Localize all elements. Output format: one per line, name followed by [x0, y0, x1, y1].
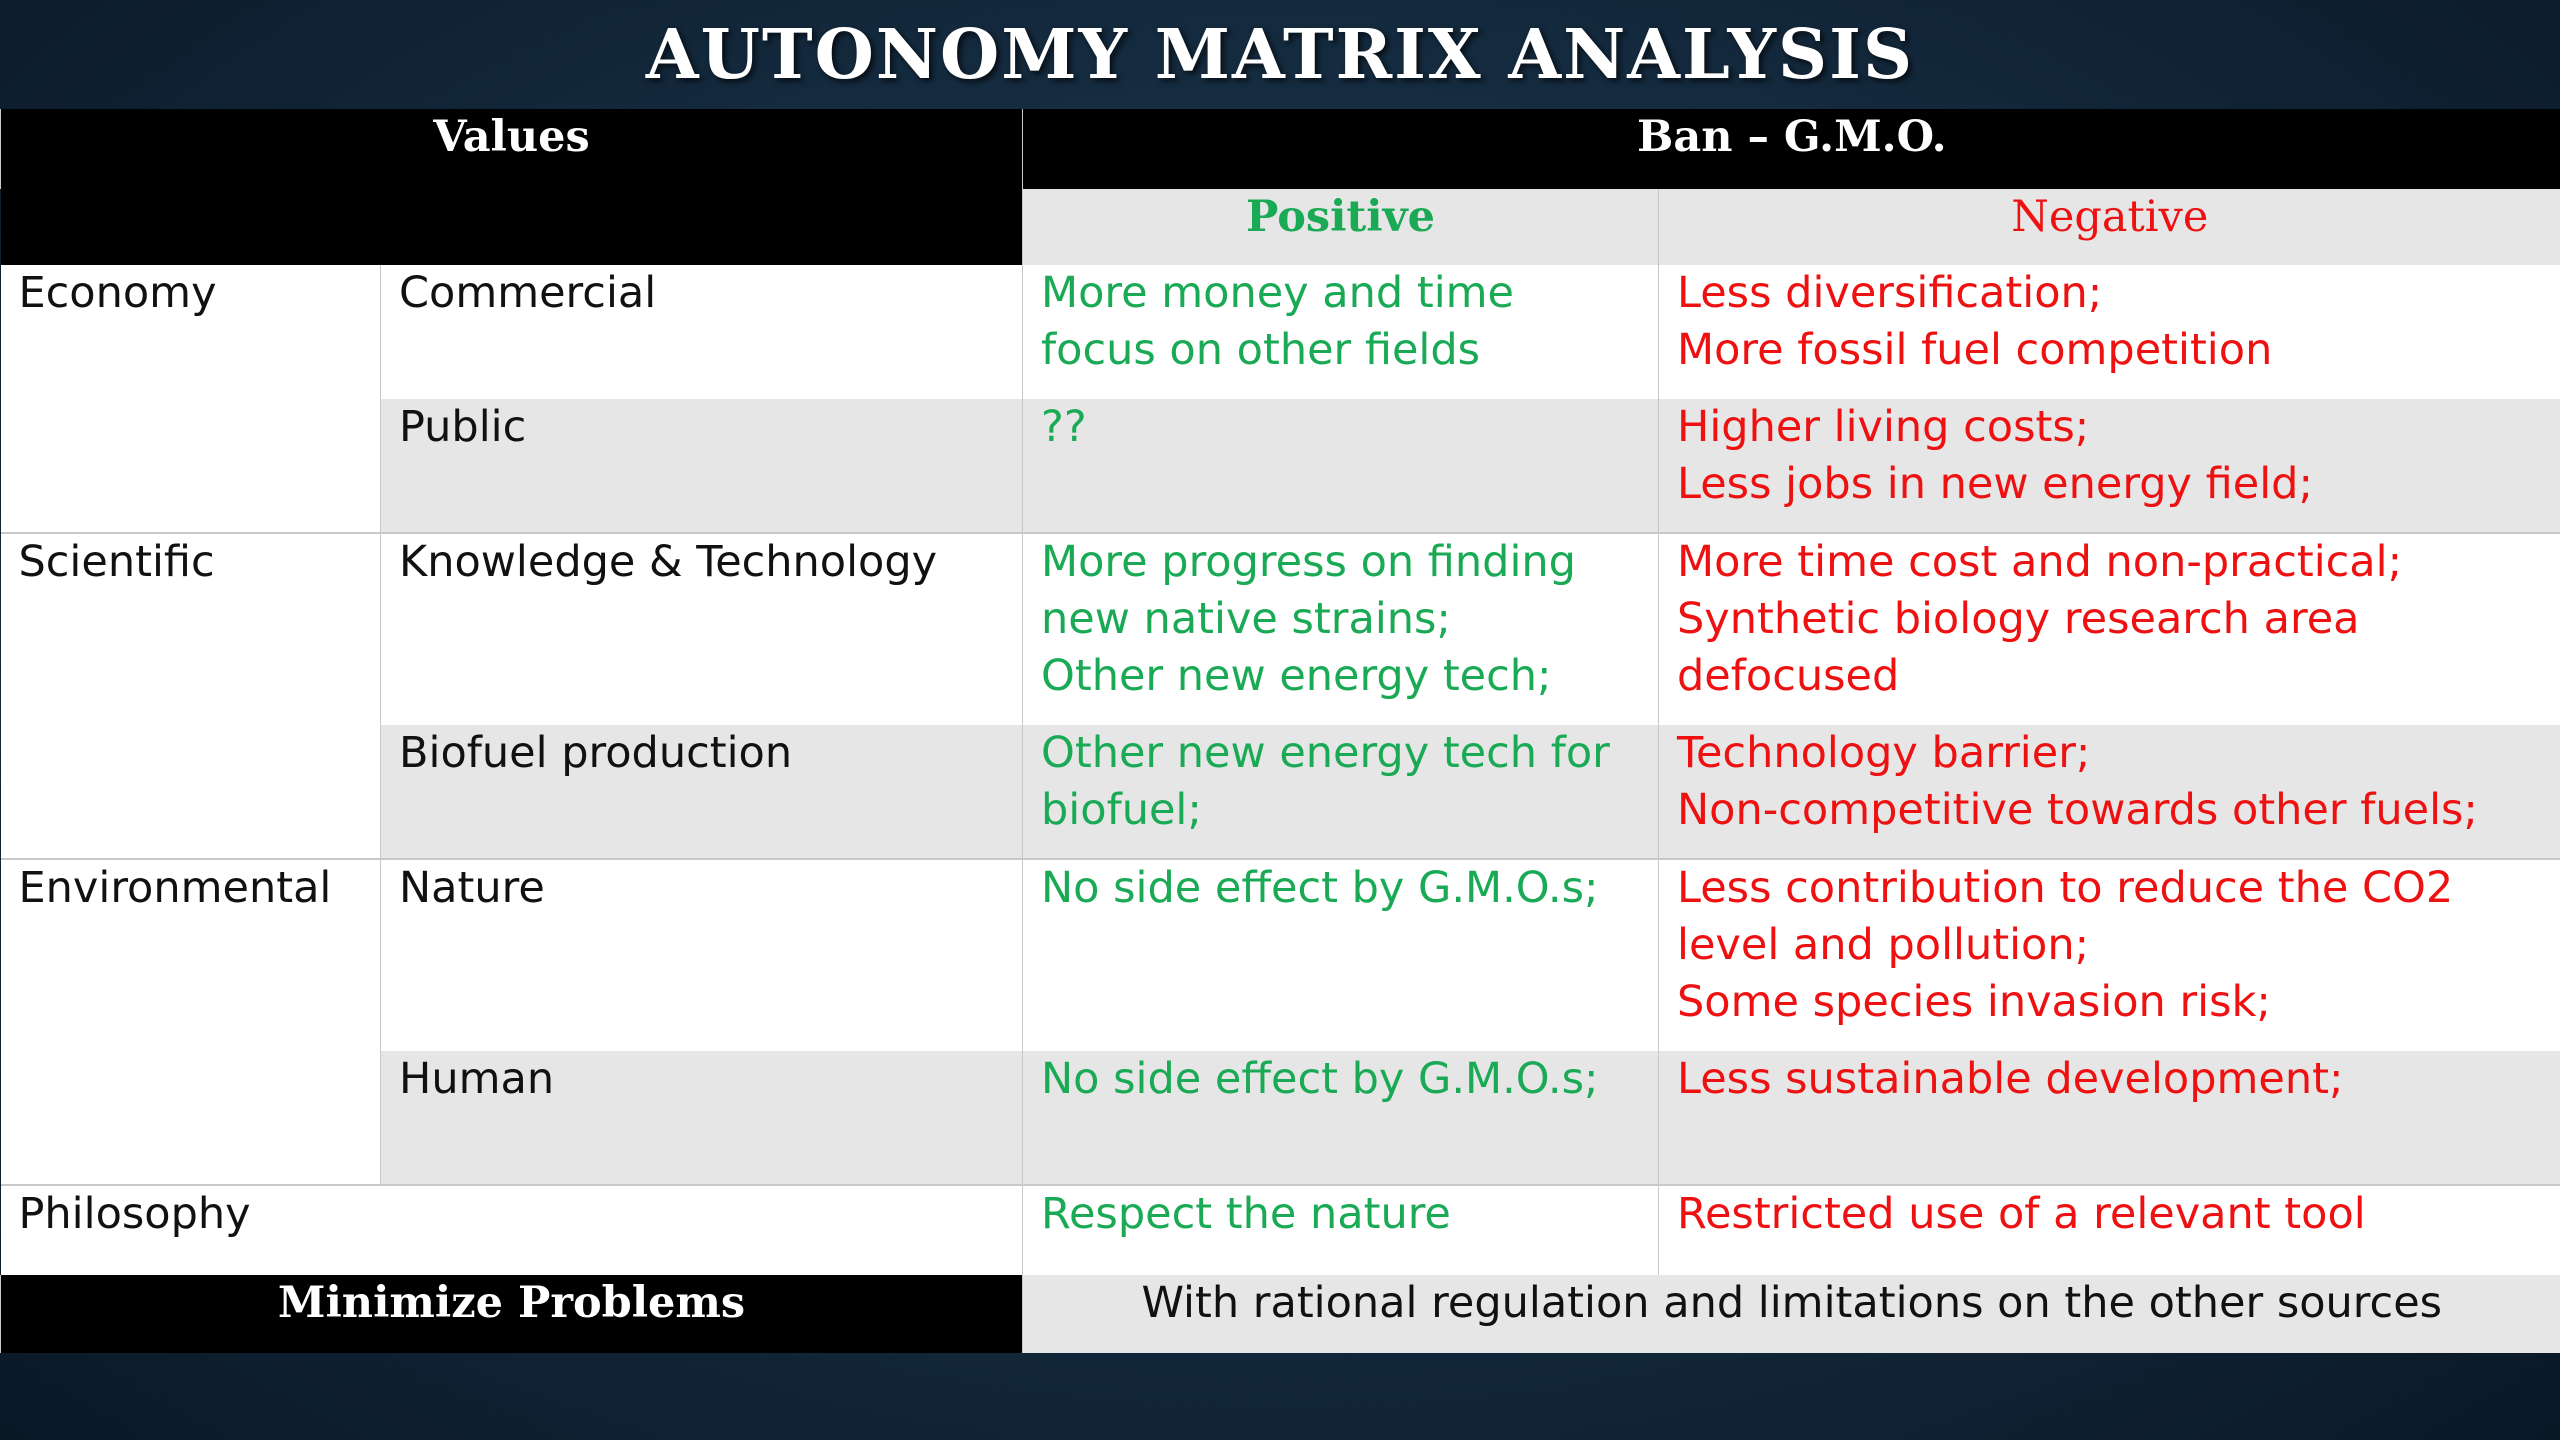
table-row: Economy Commercial More money and time fo… [0, 265, 2560, 533]
positive-cell: No side effect by G.M.O.s; [1022, 1051, 1659, 1185]
category-scientific: Scientific [0, 532, 381, 859]
positive-cell: Other new energy tech for biofuel; [1022, 725, 1659, 859]
slide-title: AUTONOMY MATRIX ANALYSIS [645, 15, 1915, 95]
negative-cell: Less contribution to reduce the CO2 level… [1658, 858, 2560, 1051]
minimize-problems-label: Minimize Problems [0, 1275, 1023, 1353]
table-row: Philosophy Respect the nature Restricted… [0, 1184, 2560, 1275]
table-row: Human No side effect by G.M.O.s; Less su… [1, 1051, 2560, 1185]
regulation-note: With rational regulation and limitations… [1022, 1275, 2560, 1353]
category-economy: Economy [0, 265, 381, 533]
negative-cell: Less diversification; More fossil fuel co… [1658, 265, 2560, 399]
negative-header: Negative [1658, 189, 2560, 265]
positive-header: Positive [1022, 189, 1659, 265]
positive-cell: ?? [1022, 399, 1659, 533]
subcategory-label: Knowledge & Technology [379, 532, 1023, 725]
table-row: Scientific Knowledge & Technology More p… [0, 532, 2560, 859]
positive-cell: Respect the nature [1022, 1184, 1659, 1275]
autonomy-matrix-table: Values Ban – G.M.O. Positive Negative Ec… [0, 109, 2560, 1353]
category-environmental: Environmental [0, 858, 381, 1185]
header-blank [0, 189, 1023, 265]
negative-cell: Technology barrier; Non-competitive towar… [1658, 725, 2560, 859]
negative-cell: Higher living costs; Less jobs in new ene… [1658, 399, 2560, 533]
positive-cell: More money and time focus on other fields [1022, 265, 1659, 399]
negative-cell: Less sustainable development; [1658, 1051, 2560, 1185]
subcategory-label: Nature [379, 858, 1023, 1051]
negative-cell: More time cost and non-practical; Synthet… [1658, 532, 2560, 725]
values-header: Values [0, 109, 1023, 189]
positive-cell: More progress on finding new native strai… [1022, 532, 1659, 725]
subcategory-label: Public [379, 399, 1023, 533]
subcategory-label: Biofuel production [379, 725, 1023, 859]
positive-cell: No side effect by G.M.O.s; [1022, 858, 1659, 1051]
table-row: Biofuel production Other new energy tech… [1, 725, 2560, 859]
table-row: Environmental Nature No side effect by G… [0, 858, 2560, 1185]
header-row-main: Values Ban – G.M.O. [0, 109, 2560, 189]
footer-row: Minimize Problems With rational regulati… [0, 1275, 2560, 1353]
header-row-sub: Positive Negative [0, 189, 2560, 265]
category-philosophy: Philosophy [0, 1184, 1023, 1275]
subcategory-label: Commercial [379, 265, 1023, 399]
subcategory-label: Human [379, 1051, 1023, 1185]
negative-cell: Restricted use of a relevant tool [1658, 1184, 2560, 1275]
ban-gmo-header: Ban – G.M.O. [1022, 109, 2560, 189]
table-row: Public ?? Higher living costs; Less jobs … [1, 399, 2560, 533]
